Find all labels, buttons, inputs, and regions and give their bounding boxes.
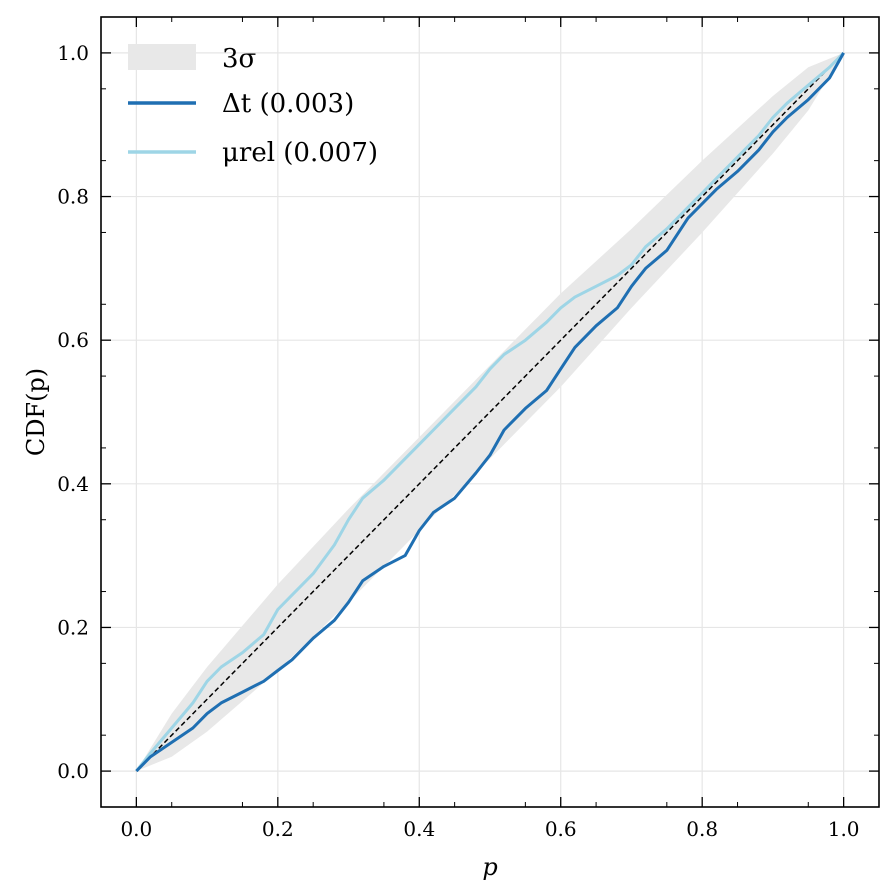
y-tick-label: 0.0 [57, 759, 89, 783]
y-tick-label: 0.8 [57, 185, 89, 209]
series-line-1 [135, 51, 845, 773]
x-tick-label: 1.0 [828, 817, 860, 841]
grid-lines [101, 17, 879, 807]
plot-frame [100, 16, 880, 808]
y-tick-label: 0.2 [57, 615, 89, 639]
x-axis-label: p [482, 853, 497, 881]
tick-marks [101, 17, 879, 807]
series-layer [135, 51, 845, 773]
x-tick-label: 0.0 [120, 817, 152, 841]
y-tick-label: 0.6 [57, 328, 89, 352]
legend-band-label: 3σ [222, 44, 256, 74]
x-tick-label: 0.4 [403, 817, 435, 841]
y-axis-label: CDF(p) [22, 368, 50, 456]
x-tick-label: 0.8 [686, 817, 718, 841]
x-tick-label: 0.2 [262, 817, 294, 841]
y-tick-label: 1.0 [57, 41, 89, 65]
legend-band-swatch [128, 44, 196, 70]
y-tick-label: 0.4 [57, 472, 89, 496]
tick-labels: 0.0 0.2 0.4 0.6 0.8 1.0 0.0 0.2 0.4 0.6 0.8 1.0 [57, 41, 859, 841]
legend: 3σ Δt (0.003) μrel (0.007) [128, 44, 378, 168]
series-line-0 [135, 52, 845, 773]
x-tick-label: 0.6 [545, 817, 577, 841]
legend-series-0-label: Δt (0.003) [222, 89, 354, 119]
legend-series-1-label: μrel (0.007) [222, 138, 378, 168]
